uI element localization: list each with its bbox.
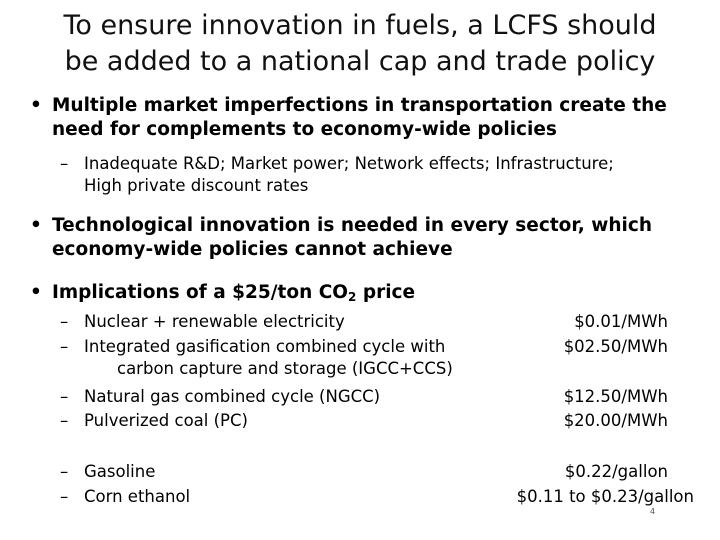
bullet-text: Multiple market imperfections in transpo… xyxy=(52,94,720,142)
implication-label: Nuclear + renewable electricity xyxy=(84,312,345,331)
dash-marker: – xyxy=(60,154,69,173)
dash-marker: – xyxy=(60,337,69,356)
title-line-2: be added to a national cap and trade pol… xyxy=(64,46,656,77)
implication-value: $20.00/MWh xyxy=(563,411,668,430)
implication-label: Pulverized coal (PC) xyxy=(84,411,248,430)
implication-value: $0.11 to $0.23/gallon xyxy=(516,487,694,506)
bullet-line-1: Multiple market imperfections in transpo… xyxy=(52,95,667,116)
implication-label: Natural gas combined cycle (NGCC) xyxy=(84,387,381,406)
sub-bullet-text: Inadequate R&D; Market power; Network ef… xyxy=(84,153,614,197)
bullet-marker: • xyxy=(30,282,42,303)
implication-value: $0.01/MWh xyxy=(574,312,668,331)
bullet-text: Implications of a $25/ton CO2 price xyxy=(52,281,720,309)
title-line-1: To ensure innovation in fuels, a LCFS sh… xyxy=(63,10,657,41)
bullet-line-1: Technological innovation is needed in ev… xyxy=(52,215,652,236)
sub-line-2: High private discount rates xyxy=(84,176,309,195)
dash-marker: – xyxy=(60,411,69,430)
implication-label: Integrated gasification combined cycle w… xyxy=(84,337,453,378)
bullet-suffix: price xyxy=(356,282,416,303)
dash-marker: – xyxy=(60,312,69,331)
bullet-marker: • xyxy=(30,215,42,236)
dash-marker: – xyxy=(60,487,69,506)
bullet-prefix: Implications of a $25/ton CO xyxy=(52,282,349,303)
sub-line-1: Inadequate R&D; Market power; Network ef… xyxy=(84,154,614,173)
implication-value: $02.50/MWh xyxy=(563,337,668,356)
dash-marker: – xyxy=(60,387,69,406)
bullet-text: Technological innovation is needed in ev… xyxy=(52,214,720,262)
co2-subscript: 2 xyxy=(348,290,357,304)
implication-label: Corn ethanol xyxy=(84,487,191,506)
dash-marker: – xyxy=(60,462,69,481)
page-number: 4 xyxy=(650,507,656,516)
bullet-marker: • xyxy=(30,95,42,116)
implication-value: $0.22/gallon xyxy=(564,462,668,481)
bullet-line-2: economy-wide policies cannot achieve xyxy=(52,239,453,260)
implication-label: Gasoline xyxy=(84,462,156,481)
slide-title: To ensure innovation in fuels, a LCFS sh… xyxy=(0,8,720,80)
bullet-line-2: need for complements to economy-wide pol… xyxy=(52,119,557,140)
implication-value: $12.50/MWh xyxy=(563,387,668,406)
